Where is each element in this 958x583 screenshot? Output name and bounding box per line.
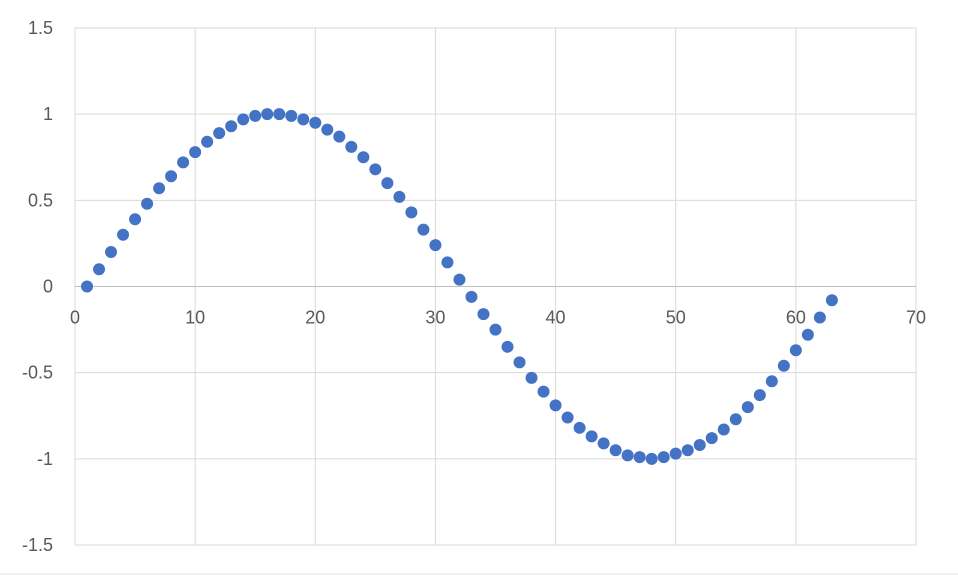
data-point (105, 246, 118, 259)
data-point (813, 311, 826, 324)
data-point (273, 108, 286, 121)
data-point (489, 323, 502, 336)
data-point (789, 344, 802, 357)
data-point (741, 401, 754, 414)
data-point (465, 290, 478, 303)
data-point (357, 151, 370, 164)
data-point (81, 280, 94, 293)
data-point (693, 439, 706, 452)
data-point (777, 359, 790, 372)
data-point (333, 130, 346, 143)
y-tick-label: 1 (43, 104, 53, 124)
data-point (501, 340, 514, 353)
data-point (681, 444, 694, 457)
y-tick-label: 1.5 (28, 18, 53, 38)
data-point (213, 127, 226, 140)
x-tick-label: 30 (425, 308, 445, 328)
data-point (285, 109, 298, 122)
x-tick-label: 40 (546, 308, 566, 328)
data-point (177, 156, 190, 169)
data-point (153, 182, 166, 195)
data-point (429, 239, 442, 252)
data-point (597, 437, 610, 450)
y-tick-label: 0.5 (28, 190, 53, 210)
data-point (201, 135, 214, 148)
data-point (129, 213, 142, 226)
axes (0, 286, 958, 575)
data-point (621, 449, 634, 462)
y-tick-label: 0 (43, 277, 53, 297)
data-point (321, 123, 334, 136)
data-point (705, 432, 718, 445)
data-points (81, 108, 838, 465)
data-point (189, 146, 202, 159)
data-point (117, 228, 130, 241)
data-point (393, 190, 406, 203)
data-point (513, 356, 526, 369)
data-point (717, 423, 730, 436)
data-point (537, 385, 550, 398)
data-point (309, 116, 322, 129)
data-point (525, 371, 538, 384)
data-point (549, 399, 562, 412)
data-point (93, 263, 106, 276)
data-point (165, 170, 178, 183)
data-point (645, 452, 658, 465)
data-point (657, 451, 670, 464)
y-tick-label: -0.5 (22, 363, 53, 383)
data-point (417, 223, 430, 236)
data-point (237, 113, 250, 126)
x-tick-label: 0 (70, 308, 80, 328)
x-tick-label: 70 (906, 308, 926, 328)
data-point (345, 140, 358, 153)
data-point (669, 447, 682, 460)
data-point (765, 375, 778, 388)
data-point (141, 197, 154, 210)
data-point (753, 389, 766, 402)
data-point (477, 308, 490, 321)
data-point (561, 411, 574, 424)
x-tick-label: 60 (786, 308, 806, 328)
data-point (729, 413, 742, 426)
data-point (381, 177, 394, 190)
y-tick-label: -1 (37, 449, 53, 469)
y-tick-label: -1.5 (22, 535, 53, 555)
data-point (825, 294, 838, 307)
x-tick-label: 10 (185, 308, 205, 328)
data-point (297, 113, 310, 126)
data-point (225, 120, 238, 133)
data-point (249, 109, 262, 122)
data-point (453, 273, 466, 286)
data-point (573, 421, 586, 434)
data-point (369, 163, 382, 176)
data-point (609, 444, 622, 457)
tick-labels: 1.5 1 0.5 0 -0.5 -1 -1.5 0 10 20 30 40 50 60 70 (22, 18, 926, 555)
data-point (441, 256, 454, 269)
x-tick-label: 50 (666, 308, 686, 328)
data-point (585, 430, 598, 443)
data-point (633, 451, 646, 464)
data-point (801, 328, 814, 341)
x-tick-label: 20 (305, 308, 325, 328)
data-point (261, 108, 274, 121)
data-point (405, 206, 418, 219)
